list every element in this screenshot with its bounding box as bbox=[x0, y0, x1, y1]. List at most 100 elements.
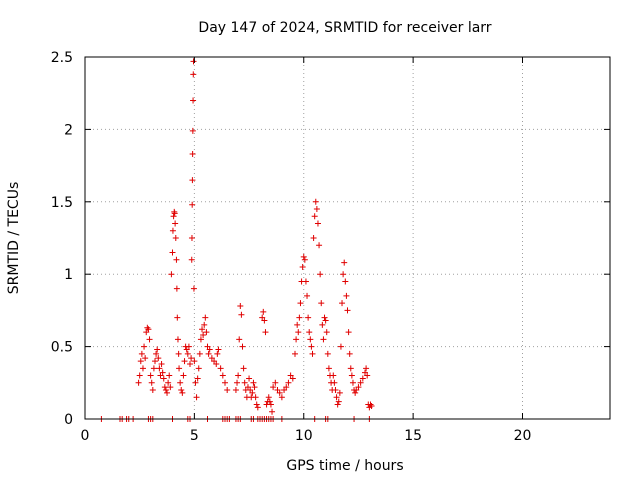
data-point bbox=[215, 346, 222, 353]
data-point bbox=[320, 336, 327, 343]
data-point bbox=[202, 314, 209, 321]
data-point bbox=[214, 350, 221, 357]
data-point bbox=[200, 332, 207, 339]
data-point bbox=[190, 285, 197, 292]
data-point bbox=[196, 350, 203, 357]
data-point bbox=[310, 235, 317, 241]
data-point bbox=[169, 227, 176, 234]
data-point bbox=[240, 365, 247, 372]
x-axis-label: GPS time / hours bbox=[286, 458, 403, 474]
y-tick-label: 0 bbox=[64, 412, 73, 428]
data-point bbox=[261, 317, 268, 324]
data-point bbox=[252, 394, 259, 401]
data-point bbox=[343, 292, 350, 299]
data-point bbox=[314, 220, 321, 227]
data-point bbox=[139, 365, 146, 372]
data-point bbox=[171, 210, 178, 217]
data-point bbox=[265, 394, 272, 401]
data-point bbox=[267, 401, 274, 408]
data-point bbox=[174, 314, 181, 321]
data-point bbox=[188, 355, 195, 362]
data-point bbox=[352, 389, 359, 396]
data-point bbox=[165, 379, 172, 386]
data-point bbox=[161, 384, 168, 391]
data-point bbox=[347, 365, 354, 372]
data-point bbox=[319, 321, 326, 328]
data-point bbox=[224, 387, 231, 394]
data-point bbox=[187, 360, 193, 367]
data-point bbox=[137, 358, 144, 365]
data-point bbox=[302, 278, 309, 285]
data-point bbox=[190, 97, 197, 104]
data-point bbox=[305, 314, 312, 321]
data-point bbox=[272, 379, 279, 386]
data-point bbox=[205, 350, 212, 357]
data-point bbox=[246, 375, 253, 382]
data-point bbox=[189, 177, 196, 184]
data-point bbox=[173, 285, 180, 292]
y-tick-labels: 0 0.5 1 1.5 2 2.5 bbox=[51, 50, 73, 428]
y-tick-label: 1 bbox=[64, 267, 73, 283]
data-point bbox=[173, 256, 180, 263]
data-point bbox=[254, 404, 261, 411]
data-point bbox=[158, 360, 165, 367]
data-point bbox=[262, 329, 269, 336]
data-point bbox=[336, 389, 343, 396]
data-point bbox=[219, 372, 226, 379]
data-point bbox=[217, 365, 224, 372]
data-point bbox=[172, 235, 179, 241]
x-tick-label: 20 bbox=[514, 428, 532, 444]
data-point bbox=[235, 372, 242, 379]
data-point bbox=[330, 372, 337, 379]
data-point bbox=[188, 256, 195, 263]
data-point bbox=[232, 387, 239, 394]
data-point bbox=[313, 206, 320, 213]
data-point bbox=[148, 379, 155, 386]
data-point bbox=[316, 242, 323, 249]
data-point bbox=[309, 350, 316, 357]
data-point bbox=[168, 271, 175, 278]
data-point bbox=[349, 379, 356, 386]
y-tick-label: 2.5 bbox=[51, 50, 73, 66]
data-point bbox=[345, 329, 352, 336]
data-point bbox=[317, 271, 324, 278]
data-point bbox=[222, 379, 228, 386]
data-point bbox=[251, 384, 258, 391]
data-point bbox=[156, 365, 163, 372]
data-point bbox=[203, 329, 210, 336]
data-point bbox=[167, 384, 174, 391]
data-point bbox=[250, 379, 257, 386]
x-tick-label: 5 bbox=[190, 428, 199, 444]
data-point bbox=[197, 336, 204, 343]
data-point bbox=[138, 350, 145, 357]
data-point bbox=[334, 401, 341, 408]
data-point bbox=[181, 358, 188, 365]
data-point bbox=[170, 213, 177, 220]
data-point bbox=[322, 317, 329, 324]
data-point bbox=[146, 336, 153, 343]
data-point bbox=[367, 401, 374, 408]
data-point bbox=[135, 379, 142, 386]
data-point bbox=[145, 326, 152, 333]
data-point bbox=[348, 372, 355, 379]
data-point bbox=[324, 350, 331, 357]
grid bbox=[85, 57, 610, 419]
data-point bbox=[318, 300, 325, 307]
data-point bbox=[253, 401, 260, 408]
data-point bbox=[308, 343, 315, 350]
data-point bbox=[260, 308, 267, 315]
data-point bbox=[296, 314, 303, 321]
data-point bbox=[276, 389, 283, 396]
data-point bbox=[190, 71, 197, 78]
data-point bbox=[357, 379, 364, 386]
y-tick-label: 0.5 bbox=[51, 340, 73, 356]
y-tick-label: 2 bbox=[64, 122, 73, 138]
data-point bbox=[190, 58, 197, 65]
data-point bbox=[283, 384, 290, 391]
data-point bbox=[297, 300, 304, 307]
data-point bbox=[238, 311, 245, 318]
data-point bbox=[136, 372, 143, 379]
data-point bbox=[307, 336, 314, 343]
data-point bbox=[178, 387, 185, 394]
